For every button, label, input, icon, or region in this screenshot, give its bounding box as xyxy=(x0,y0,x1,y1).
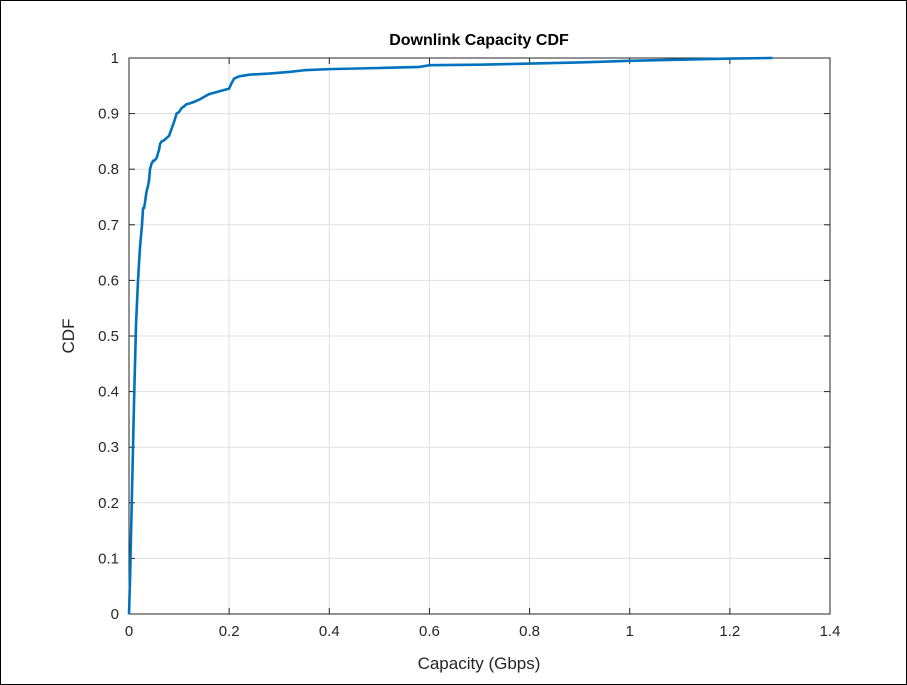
y-tick-label: 1 xyxy=(111,50,119,67)
x-tick-label: 0.2 xyxy=(219,623,240,640)
y-tick-labels: 0 0.1 0.2 0.3 0.4 0.5 0.6 0.7 0.8 0.9 1 xyxy=(98,50,119,623)
y-tick-label: 0.7 xyxy=(98,217,119,234)
y-tick-label: 0.1 xyxy=(98,550,119,567)
x-tick-label: 0 xyxy=(125,623,133,640)
y-tick-label: 0.6 xyxy=(98,272,119,289)
y-tick-label: 0.9 xyxy=(98,106,119,123)
y-tick-label: 0.4 xyxy=(98,384,119,401)
x-tick-label: 1.4 xyxy=(820,623,841,640)
x-tick-label: 0.8 xyxy=(519,623,540,640)
y-tick-label: 0.2 xyxy=(98,495,119,512)
x-tick-label: 0.6 xyxy=(419,623,440,640)
y-tick-label: 0.5 xyxy=(98,328,119,345)
x-tick-label: 1.2 xyxy=(719,623,740,640)
y-tick-label: 0 xyxy=(111,606,119,623)
axes-box xyxy=(128,57,831,615)
chart-title: Downlink Capacity CDF xyxy=(389,32,569,49)
x-tick-labels: 0 0.2 0.4 0.6 0.8 1 1.2 1.4 xyxy=(125,623,841,640)
x-axis-label: Capacity (Gbps) xyxy=(418,654,541,673)
x-tick-label: 1 xyxy=(626,623,634,640)
y-tick-label: 0.3 xyxy=(98,439,119,456)
y-tick-label: 0.8 xyxy=(98,161,119,178)
y-axis-label: CDF xyxy=(59,319,78,354)
x-tick-label: 0.4 xyxy=(319,623,340,640)
series-line xyxy=(127,56,773,615)
